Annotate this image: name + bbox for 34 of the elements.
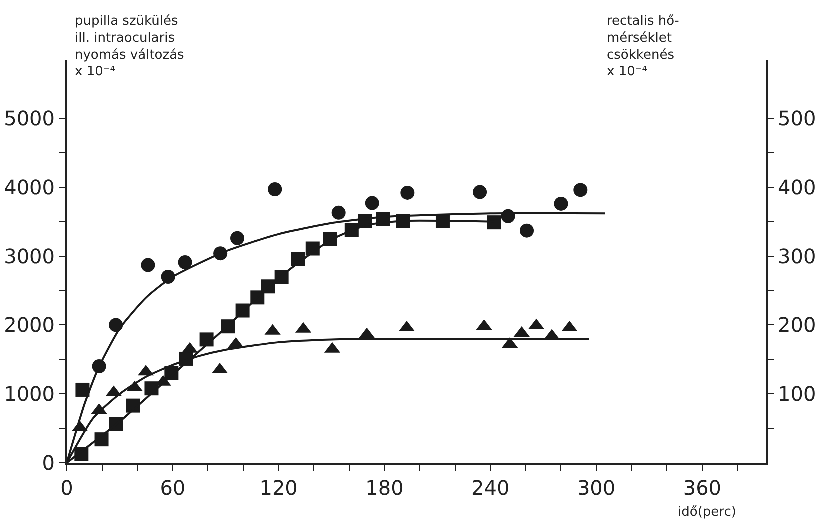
y-tick-label: 0 (42, 451, 55, 475)
y-tick-label: 2000 (4, 313, 55, 338)
point (178, 256, 192, 270)
point (230, 231, 245, 246)
y2-tick-label: 400 (778, 175, 816, 200)
x-tick-label: 240 (472, 476, 510, 500)
x-axis-title: idő(perc) (678, 505, 736, 520)
y2-axis-title: rectalis hő- mérséklet csökkenés x 10⁻⁴ (607, 14, 680, 80)
x-tick-label: 120 (260, 476, 298, 500)
y-tick-label: 5000 (4, 106, 55, 131)
y2-tick-label: 200 (778, 313, 816, 338)
y-tick-label: 4000 (4, 175, 55, 200)
point (574, 183, 588, 198)
x-tick-label: 300 (577, 476, 616, 500)
point (268, 182, 282, 197)
y-axis-title: pupilla szükülés ill. intraocularis nyomás változás x 10⁻⁴ (75, 14, 185, 80)
point (365, 196, 380, 210)
point (332, 206, 346, 220)
point (76, 382, 90, 397)
point (487, 216, 502, 230)
x-tick-label: 0 (60, 476, 74, 500)
y2-tick-label: 100 (778, 382, 816, 406)
y-tick-label: 1000 (4, 382, 55, 406)
point (520, 224, 534, 238)
x-tick-label: 60 (160, 476, 186, 500)
y2-tick-label: 500 (778, 106, 816, 131)
y-tick-label: 3000 (4, 244, 55, 268)
x-tick-label: 180 (366, 476, 404, 500)
x-tick-label: 360 (683, 476, 722, 500)
point (473, 185, 488, 200)
point (141, 258, 156, 272)
y2-tick-label: 300 (778, 244, 816, 268)
point (400, 186, 415, 200)
point (554, 196, 568, 211)
